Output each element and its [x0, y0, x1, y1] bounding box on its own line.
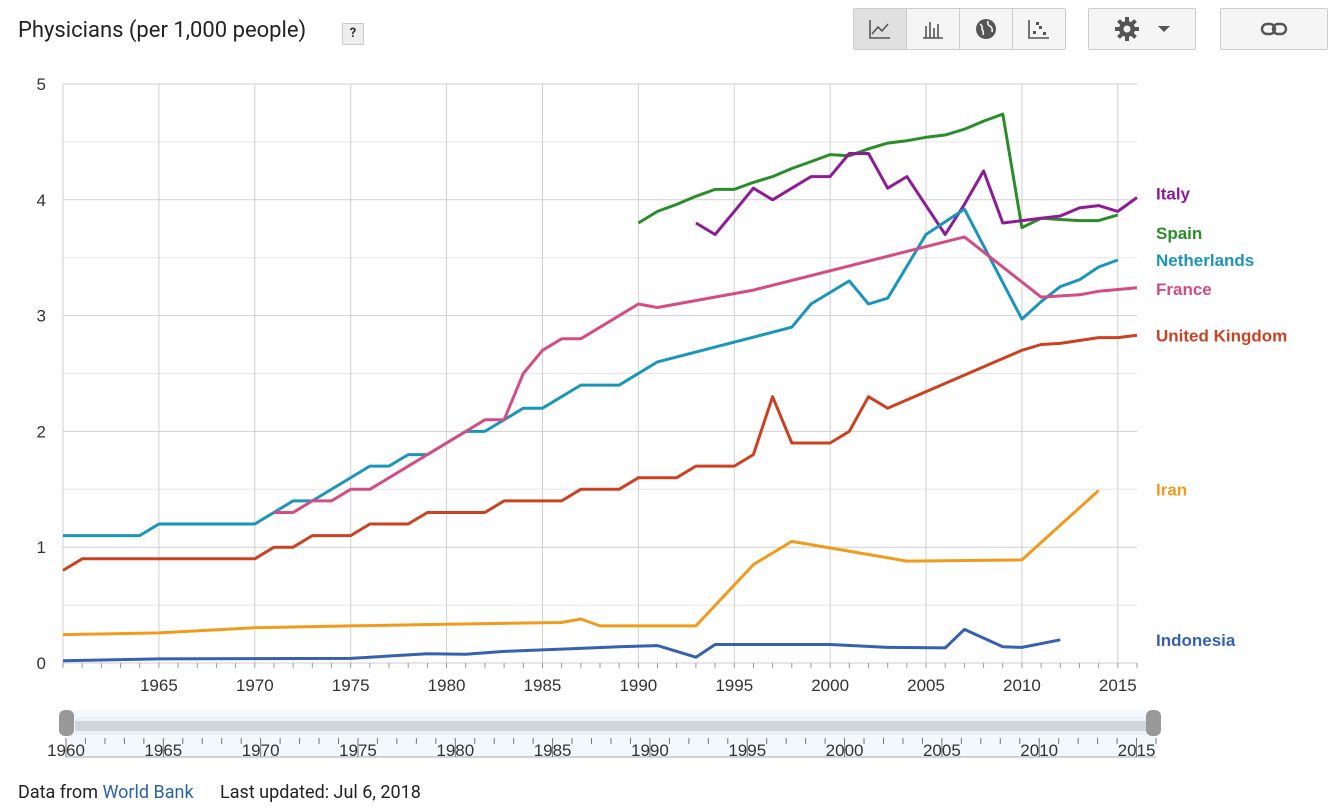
- x-tick-label: 1965: [140, 676, 178, 695]
- line-chart: 0 1 2 3 4 5 1965 1970 1975 1980 1985 1990 1995 2000 20…: [37, 75, 1288, 760]
- slider-tick-label: 1990: [631, 741, 669, 760]
- slider-tick-label: 1975: [339, 741, 377, 760]
- slider-handle-left: [59, 710, 74, 736]
- series-line-italy: [695, 152, 1138, 236]
- help-button[interactable]: ?: [342, 23, 364, 45]
- y-tick-label: 2: [37, 422, 46, 441]
- legend-label-netherlands: Netherlands: [1156, 251, 1254, 270]
- x-tick-label: 2010: [1003, 676, 1041, 695]
- legend-label-indonesia: Indonesia: [1156, 631, 1236, 650]
- slider-tick-label: 1960: [47, 741, 85, 760]
- view-toggle-group: [853, 8, 1066, 50]
- settings-button[interactable]: [1088, 8, 1196, 50]
- y-tick-label: 5: [37, 75, 46, 94]
- legend-label-iran: Iran: [1156, 480, 1187, 499]
- scatter-button[interactable]: [1013, 9, 1065, 49]
- slider-tick-label: 2000: [826, 741, 864, 760]
- series-line-france: [274, 235, 1138, 514]
- y-tick-label: 3: [37, 307, 46, 326]
- series-line-united-kingdom: [62, 333, 1138, 572]
- legend-label-france: France: [1156, 280, 1212, 299]
- bar-chart-icon: [923, 22, 943, 39]
- series-line-iran: [62, 489, 1100, 637]
- slider-tick-label: 1965: [144, 741, 182, 760]
- x-tick-label: 1985: [524, 676, 562, 695]
- x-tick-label: 1990: [619, 676, 657, 695]
- scatter-icon: [1028, 20, 1049, 39]
- slider-tick-label: 1985: [534, 741, 572, 760]
- bar-chart-button[interactable]: [907, 9, 960, 49]
- footer-data-from: Data from: [18, 782, 98, 803]
- slider-tick-label: 1995: [728, 741, 766, 760]
- series-line-netherlands: [63, 207, 1119, 538]
- footer: Data from World Bank Last updated: Jul 6…: [18, 782, 421, 803]
- line-chart-icon: [869, 20, 890, 39]
- source-link[interactable]: World Bank: [102, 782, 194, 803]
- page-title: Physicians (per 1,000 people): [18, 18, 307, 43]
- x-tick-label: 1975: [332, 676, 370, 695]
- x-tick-label: 2015: [1099, 676, 1137, 695]
- slider-tick-label: 2010: [1020, 741, 1058, 760]
- legend-label-united-kingdom: United Kingdom: [1156, 326, 1287, 345]
- last-updated: Last updated: Jul 6, 2018: [220, 782, 421, 803]
- x-tick-label: 2000: [811, 676, 849, 695]
- share-link-button[interactable]: [1220, 8, 1328, 50]
- y-tick-label: 4: [37, 191, 46, 210]
- x-tick-label: 1995: [715, 676, 753, 695]
- line-chart-button[interactable]: [854, 9, 907, 49]
- y-tick-label: 1: [37, 538, 46, 557]
- slider-handle-right: [1146, 710, 1161, 736]
- map-button[interactable]: [960, 9, 1013, 49]
- slider-tick-label: 1980: [436, 741, 474, 760]
- series-line-indonesia: [62, 627, 1061, 663]
- map-icon: [976, 19, 996, 39]
- slider-tick-label: 2005: [923, 741, 961, 760]
- x-tick-label: 1980: [428, 676, 466, 695]
- y-tick-label: 0: [37, 654, 46, 673]
- slider-tick-label: 2015: [1118, 741, 1156, 760]
- legend-label-italy: Italy: [1156, 184, 1191, 203]
- link-icon: [1260, 22, 1288, 36]
- slider-tick-label: 1970: [242, 741, 280, 760]
- x-tick-label: 1970: [236, 676, 274, 695]
- gear-icon: [1115, 17, 1139, 41]
- legend-label-spain: Spain: [1156, 224, 1202, 243]
- chevron-down-icon: [1158, 26, 1170, 32]
- x-tick-label: 2005: [907, 676, 945, 695]
